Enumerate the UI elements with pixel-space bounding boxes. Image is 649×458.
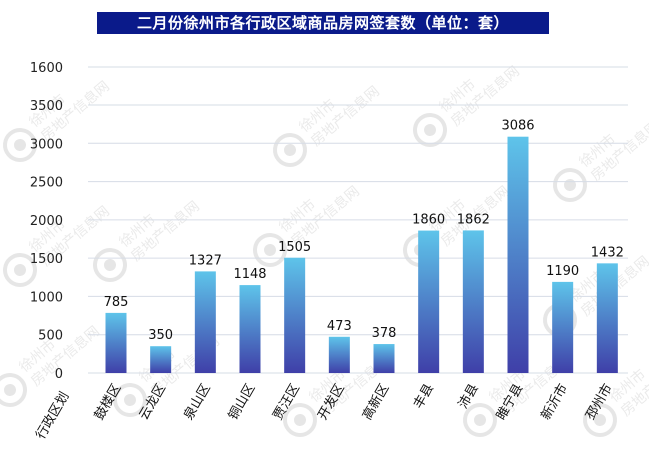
y-tick-label: 2500	[30, 176, 63, 191]
data-label: 378	[372, 326, 397, 341]
data-label: 1860	[412, 213, 445, 228]
y-axis-ticks: 0 500 1000 1500 2000 2500 3000 3500 1600	[30, 61, 63, 382]
y-tick-label: 0	[55, 367, 63, 382]
bar	[462, 230, 484, 373]
data-label: 3086	[501, 119, 534, 134]
category-label: 鼓楼区	[92, 382, 124, 423]
x-axis-label: 行政区划	[33, 389, 72, 442]
bar	[507, 136, 529, 373]
bar	[328, 336, 350, 373]
bar	[418, 230, 440, 373]
bars	[105, 136, 618, 373]
bar	[284, 257, 306, 373]
bar	[239, 285, 261, 373]
y-tick-label: 2000	[30, 214, 63, 229]
category-label: 铜山区	[226, 382, 258, 423]
data-label: 473	[327, 319, 352, 334]
y-tick-label: 500	[38, 329, 63, 344]
category-label: 邳州市	[582, 381, 615, 423]
y-tick-label: 1600	[30, 61, 63, 76]
bar	[150, 346, 172, 373]
data-label: 1190	[546, 264, 579, 279]
category-label: 丰县	[411, 382, 437, 412]
bar	[373, 344, 395, 373]
chart-title: 二月份徐州市各行政区域商品房网签套数（单位：套）	[97, 12, 549, 34]
y-tick-label: 1000	[30, 290, 63, 305]
bar	[596, 263, 618, 373]
y-tick-label: 3500	[30, 99, 63, 114]
category-label: 泉山区	[180, 381, 213, 423]
data-label: 1862	[457, 212, 490, 227]
bar	[552, 281, 574, 373]
data-label: 350	[148, 328, 173, 343]
bar	[105, 312, 127, 373]
gridlines	[88, 66, 628, 374]
bar	[194, 271, 216, 373]
data-label: 1432	[591, 245, 624, 260]
data-label: 1327	[189, 253, 222, 268]
data-label: 1148	[233, 267, 266, 282]
data-label: 1505	[278, 240, 311, 255]
y-tick-label: 3000	[30, 137, 63, 152]
y-tick-label: 1500	[30, 252, 63, 267]
data-label: 785	[104, 295, 129, 310]
data-labels: 785 350 1327 1148 1505 473 378 1860 1862 3086 1190…	[104, 119, 624, 343]
